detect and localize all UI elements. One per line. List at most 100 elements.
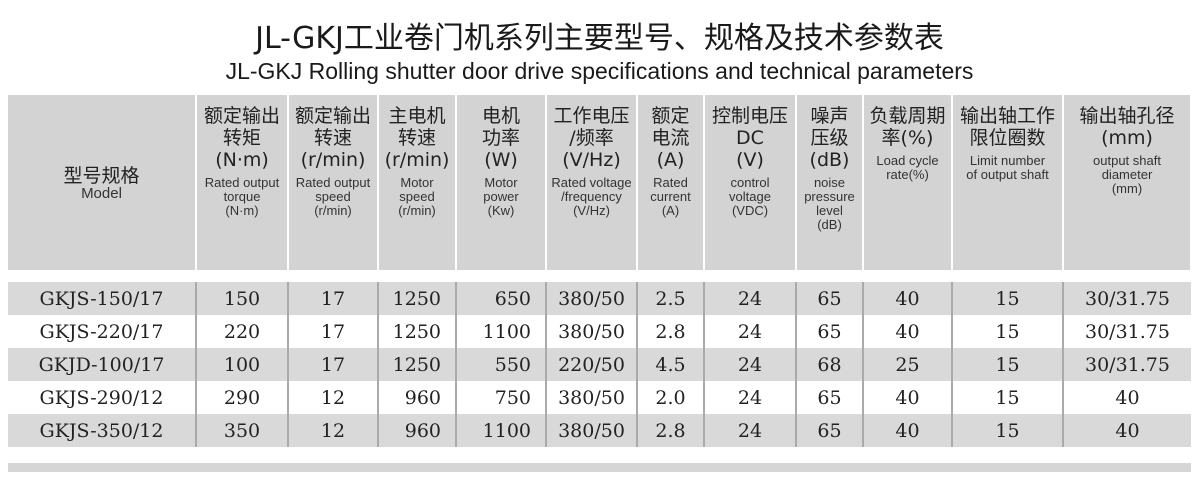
- table-cell: 350: [195, 414, 288, 447]
- table-cell: 65: [795, 414, 863, 447]
- table-row: GKJS-220/17 220 17 1250 1100 380/50 2.8 24 65 40 1…: [8, 315, 1191, 348]
- table-row: GKJS-350/12 350 12 960 1100 380/50 2.8 24 65 40 15…: [8, 414, 1191, 447]
- header-chinese: 额定输出 转矩 (N·m): [203, 105, 280, 171]
- header-chinese: 工作电压 /频率 (V/Hz): [553, 105, 630, 171]
- column-header: 工作电压 /频率 (V/Hz) Rated voltage /frequency …: [545, 95, 638, 270]
- table-cell: 30/31.75: [1062, 282, 1191, 315]
- header-chinese: 输出轴孔径 (mm): [1079, 105, 1175, 149]
- table-cell: 550: [455, 348, 546, 381]
- header-english: Rated current (A): [650, 175, 691, 218]
- column-header: 输出轴孔径 (mm) output shaft diameter (mm): [1062, 95, 1192, 270]
- column-header: 额定输出 转速 (r/min) Rated output speed (r/min…: [287, 95, 379, 270]
- table-cell: 15: [951, 348, 1063, 381]
- table-cell: 40: [862, 381, 952, 414]
- table-cell: 24: [703, 348, 796, 381]
- table-cell: 24: [703, 315, 796, 348]
- table-cell: 12: [287, 414, 378, 447]
- column-header: 电机 功率 (W) Motor power (Kw): [455, 95, 547, 270]
- table-cell: GKJS-220/17: [39, 320, 164, 343]
- header-chinese: 主电机 转速 (r/min): [384, 105, 450, 171]
- title-english: JL-GKJ Rolling shutter door drive specif…: [225, 58, 974, 84]
- table-cell: 40: [862, 315, 952, 348]
- header-english: Limit number of output shaft: [966, 153, 1049, 182]
- table-cell: 2.0: [636, 381, 704, 414]
- table-cell: 650: [455, 282, 546, 315]
- table-cell: 17: [287, 282, 378, 315]
- column-header: 型号规格 Model: [8, 95, 197, 270]
- header-english: output shaft diameter (mm): [1093, 153, 1161, 196]
- table-cell: 40: [1062, 381, 1191, 414]
- table-cell: 380/50: [545, 414, 637, 447]
- table-cell: GKJS-150/17: [8, 282, 196, 315]
- table-cell: 17: [287, 315, 378, 348]
- table-cell: 25: [862, 348, 952, 381]
- header-chinese: 电机 功率 (W): [481, 105, 520, 171]
- spec-table: 型号规格 Model 额定输出 转矩 (N·m) Rated output torqu…: [8, 95, 1192, 447]
- header-english: Rated voltage /frequency (V/Hz): [551, 175, 632, 218]
- table-cell: 4.5: [636, 348, 704, 381]
- table-cell: 750: [455, 381, 546, 414]
- table-cell: 40: [862, 414, 952, 447]
- table-cell: 380/50: [545, 381, 637, 414]
- bottom-divider: [8, 463, 1191, 472]
- header-english: Motor speed (r/min): [398, 175, 436, 218]
- title-chinese: JL-GKJ工业卷门机系列主要型号、规格及技术参数表: [255, 21, 944, 56]
- column-header: 主电机 转速 (r/min) Motor speed (r/min): [377, 95, 457, 270]
- column-header: 负载周期 率(%) Load cycle rate(%): [862, 95, 953, 270]
- table-cell: 960: [377, 414, 456, 447]
- table-row: GKJS-150/17 150 17 1250 650 380/50 2.5 24 65 40 15…: [8, 282, 1191, 315]
- table-cell: 15: [951, 381, 1063, 414]
- table-cell: 1250: [377, 282, 456, 315]
- header-chinese: 输出轴工作 限位圈数: [959, 105, 1055, 149]
- header-chinese: 额定 电流 (A): [651, 105, 690, 171]
- table-header-row: 型号规格 Model 额定输出 转矩 (N·m) Rated output torqu…: [8, 95, 1192, 270]
- table-cell: GKJS-350/12: [8, 414, 196, 447]
- table-cell: 1100: [455, 414, 546, 447]
- table-cell: 1250: [377, 348, 456, 381]
- table-cell: 30/31.75: [1062, 348, 1191, 381]
- column-header: 控制电压 DC (V) control voltage (VDC): [703, 95, 797, 270]
- table-cell: 2.8: [636, 315, 704, 348]
- table-cell: 65: [795, 315, 863, 348]
- header-chinese: 噪声 压级 (dB): [809, 105, 850, 171]
- table-cell: 40: [862, 282, 952, 315]
- header-chinese: 负载周期 率(%): [869, 105, 946, 149]
- table-cell: 24: [703, 381, 796, 414]
- column-header: 额定 电流 (A) Rated current (A): [636, 95, 705, 270]
- table-cell: GKJD-100/17: [8, 348, 196, 381]
- table-cell: 960: [377, 381, 456, 414]
- table-cell: 220: [195, 315, 288, 348]
- header-english: Rated output torque (N·m): [204, 175, 280, 218]
- table-row: GKJD-100/17 100 17 1250 550 220/50 4.5 24 68 25 15…: [8, 348, 1191, 381]
- table-cell: 30/31.75: [1062, 315, 1191, 348]
- table-cell: 40: [1062, 414, 1191, 447]
- table-body: GKJS-150/17 150 17 1250 650 380/50 2.5 24 65 40 15…: [8, 282, 1191, 447]
- column-header: 输出轴工作 限位圈数 Limit number of output shaft: [951, 95, 1064, 270]
- header-chinese: 控制电压 DC (V): [711, 105, 788, 171]
- table-cell: 150: [195, 282, 288, 315]
- header-chinese: 型号规格: [63, 164, 140, 187]
- column-header: 额定输出 转矩 (N·m) Rated output torque (N·m): [195, 95, 289, 270]
- table-cell: 15: [951, 414, 1063, 447]
- header-english: Model: [81, 184, 122, 202]
- table-cell: 380/50: [545, 282, 637, 315]
- table-row: GKJS-290/12 290 12 960 750 380/50 2.0 24 65 40 15 4…: [8, 381, 1191, 414]
- table-cell: 17: [287, 348, 378, 381]
- header-english: noise pressure level (dB): [804, 175, 855, 232]
- table-cell: 24: [703, 282, 796, 315]
- table-cell: 12: [287, 381, 378, 414]
- column-header: 噪声 压级 (dB) noise pressure level (dB): [795, 95, 864, 270]
- header-english: Load cycle rate(%): [876, 153, 939, 182]
- table-cell: 68: [795, 348, 863, 381]
- table-cell: GKJS-290/12: [39, 386, 164, 409]
- table-cell: 380/50: [545, 315, 637, 348]
- table-cell: 1250: [377, 315, 456, 348]
- header-chinese: 额定输出 转速 (r/min): [294, 105, 371, 171]
- table-cell: 65: [795, 282, 863, 315]
- table-cell: 2.5: [636, 282, 704, 315]
- table-cell: 65: [795, 381, 863, 414]
- table-cell: 220/50: [545, 348, 637, 381]
- table-cell: 290: [195, 381, 288, 414]
- header-english: Rated output speed (r/min): [295, 175, 371, 218]
- table-cell: 1100: [455, 315, 546, 348]
